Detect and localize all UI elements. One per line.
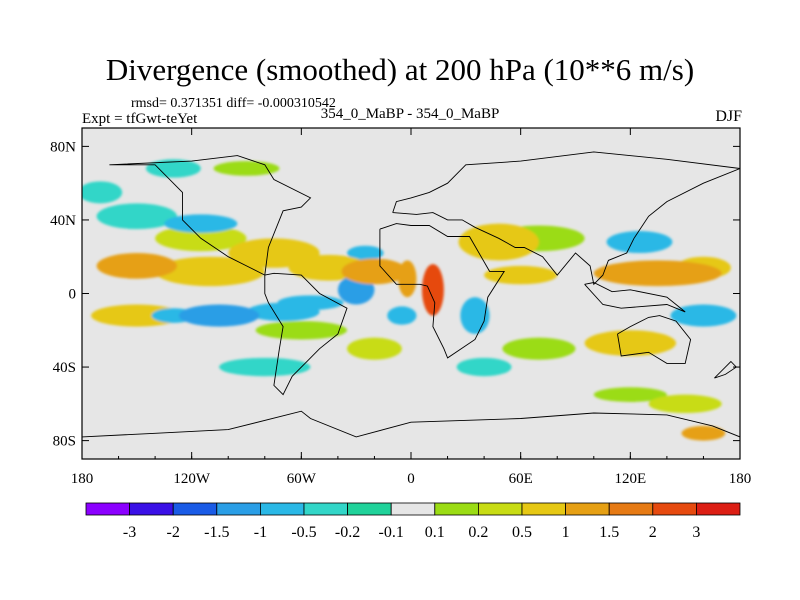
field-blob bbox=[593, 387, 667, 402]
field-blob bbox=[219, 357, 311, 377]
coastline bbox=[264, 272, 348, 396]
field-blob bbox=[681, 425, 726, 441]
field-blob bbox=[96, 253, 178, 279]
coastline bbox=[82, 410, 740, 438]
colorbar-label: 0.2 bbox=[468, 524, 488, 541]
colorbar-swatch bbox=[477, 502, 523, 516]
field-blob bbox=[387, 306, 417, 325]
field-blob bbox=[347, 245, 384, 261]
field-blob bbox=[584, 330, 677, 357]
field-blob bbox=[502, 337, 576, 360]
x-tick-label: 180 bbox=[71, 471, 94, 487]
coastline bbox=[109, 155, 312, 276]
field-blob bbox=[82, 181, 123, 204]
field-blob bbox=[648, 394, 722, 414]
coastline bbox=[379, 223, 506, 359]
field-blob bbox=[484, 265, 558, 285]
colorbar-label: 1 bbox=[562, 524, 570, 541]
field-blob bbox=[593, 260, 722, 287]
chart-title: Divergence (smoothed) at 200 hPa (10**6 … bbox=[105, 52, 695, 87]
colorbar-label: -0.2 bbox=[335, 524, 360, 541]
colorbar-swatch bbox=[259, 502, 305, 516]
colorbar-label: 0.5 bbox=[512, 524, 532, 541]
field-blob bbox=[670, 304, 737, 327]
experiment-label: Expt = tfGwt-teYet bbox=[82, 111, 198, 127]
field-blob bbox=[246, 302, 320, 322]
colorbar-label: 0.1 bbox=[425, 524, 445, 541]
field-blob bbox=[178, 304, 260, 327]
season-label: DJF bbox=[715, 108, 742, 125]
colorbar-label: -3 bbox=[123, 524, 136, 541]
colorbar-swatch bbox=[696, 502, 741, 516]
field-blob bbox=[155, 256, 265, 287]
y-tick-label: 40N bbox=[50, 213, 76, 229]
field-blob bbox=[421, 264, 444, 316]
colorbar-swatch bbox=[652, 502, 697, 516]
field-blob bbox=[458, 223, 539, 261]
colorbar-label: 2 bbox=[649, 524, 657, 541]
field-blob bbox=[145, 159, 201, 178]
colorbar: -3 -2 -1.5 -1 -0.5 -0.2 -0.1 0.1 0.2 0.5 1 1.5 2 3 bbox=[85, 502, 741, 541]
y-tick-label: 80S bbox=[53, 434, 76, 450]
coastline bbox=[714, 360, 737, 379]
colorbar-swatch bbox=[565, 502, 610, 516]
colorbar-swatch bbox=[347, 502, 392, 516]
x-tick-label: 120W bbox=[173, 471, 211, 487]
colorbar-label: -2 bbox=[167, 524, 180, 541]
colorbar-swatch bbox=[521, 502, 566, 516]
field-blob bbox=[341, 258, 408, 285]
coastline bbox=[584, 282, 686, 313]
coastline bbox=[617, 315, 692, 364]
y-tick-label: 0 bbox=[69, 287, 77, 303]
field-layer bbox=[82, 159, 737, 441]
colorbar-label: -0.1 bbox=[379, 524, 404, 541]
field-blob bbox=[255, 321, 348, 340]
colorbar-label: -0.5 bbox=[291, 524, 316, 541]
colorbar-swatch bbox=[85, 502, 130, 516]
field-blob bbox=[606, 230, 673, 254]
field-blob bbox=[213, 161, 280, 176]
colorbar-swatch bbox=[216, 502, 261, 516]
rmsd-diff-stats: rmsd= 0.371351 diff= -0.000310542 bbox=[131, 96, 336, 111]
colorbar-swatch bbox=[129, 502, 174, 516]
case-label: 354_0_MaBP - 354_0_MaBP bbox=[320, 106, 500, 122]
x-tick-label: 60W bbox=[287, 471, 317, 487]
y-axis: 80N 40N 0 40S 80S bbox=[50, 139, 740, 450]
x-tick-label: 120E bbox=[614, 471, 646, 487]
colorbar-label: 1.5 bbox=[599, 524, 619, 541]
x-axis: 180 120W 60W 0 60E 120E 180 bbox=[71, 128, 752, 487]
x-tick-label: 60E bbox=[509, 471, 533, 487]
coastline bbox=[392, 151, 740, 286]
colorbar-label: -1.5 bbox=[204, 524, 229, 541]
coastline-layer bbox=[82, 151, 740, 438]
x-tick-label: 180 bbox=[729, 471, 752, 487]
colorbar-label: -1 bbox=[254, 524, 267, 541]
field-blob bbox=[456, 357, 512, 377]
field-blob bbox=[164, 214, 238, 233]
colorbar-swatch bbox=[303, 502, 348, 516]
x-tick-label: 0 bbox=[407, 471, 415, 487]
colorbar-swatch bbox=[434, 502, 479, 516]
colorbar-swatch bbox=[390, 502, 436, 516]
colorbar-swatch bbox=[608, 502, 654, 516]
field-blob bbox=[347, 337, 402, 360]
field-blob bbox=[96, 203, 178, 230]
y-tick-label: 40S bbox=[53, 360, 76, 376]
colorbar-label: 3 bbox=[692, 524, 700, 541]
colorbar-swatch bbox=[172, 502, 218, 516]
y-tick-label: 80N bbox=[50, 139, 76, 155]
